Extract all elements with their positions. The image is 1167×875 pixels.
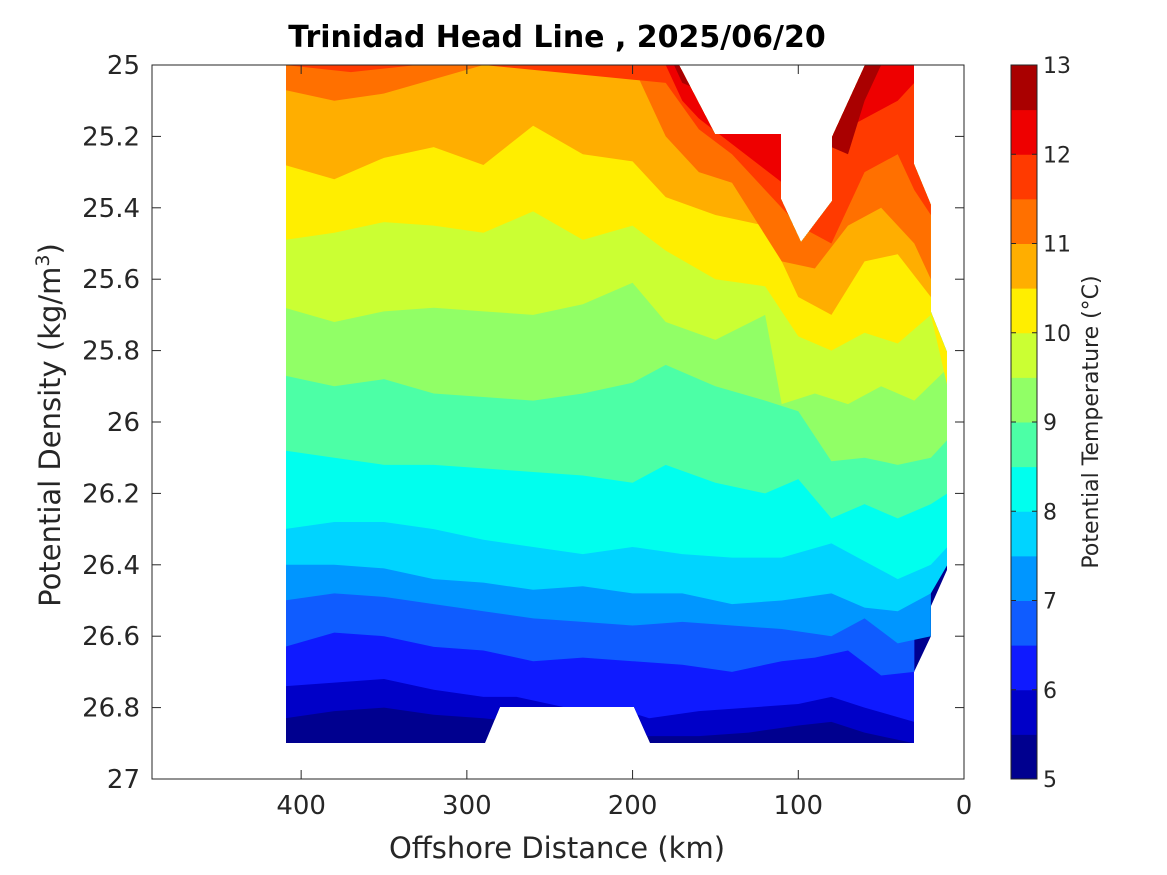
colorbar: 5 6 7 8 9 10 11 12 13 Potential Temperature (°C) [1010,54,1104,793]
y-tick-label: 25 [107,51,140,81]
colorbar-tick-label: 12 [1043,143,1071,168]
colorbar-tick-label: 7 [1043,590,1057,615]
x-tick-label: 300 [442,791,492,821]
colorbar-band [1011,689,1037,735]
colorbar-band [1011,288,1037,334]
contour-fill [286,65,947,743]
y-axis-label: Potential Density (kg/m3) [32,243,67,607]
colorbar-tick-label: 8 [1043,500,1057,525]
x-axis-ticks: 400 300 200 100 0 [276,65,972,821]
y-tick-label: 26.2 [82,479,140,509]
colorbar-tick-label: 9 [1043,411,1057,436]
x-tick-label: 100 [773,791,823,821]
chart-title: Trinidad Head Line , 2025/06/20 [288,20,825,55]
colorbar-band [1011,645,1037,691]
colorbar-band [1011,600,1037,646]
colorbar-band [1011,154,1037,200]
colorbar-tick-label: 10 [1043,322,1071,347]
y-tick-label: 25.4 [82,194,140,224]
y-axis-label-exponent: 3 [32,254,54,266]
plot-area: 400 300 200 100 0 25 25.2 25.4 25.6 25.8 26 26.2 26… [82,51,972,821]
colorbar-band [1011,511,1037,557]
y-axis-ticks: 25 25.2 25.4 25.6 25.8 26 26.2 26.4 26.6 26.8 27 [82,51,964,795]
y-axis-label-close: ) [33,243,67,254]
colorbar-tick-label: 5 [1043,768,1057,793]
y-tick-label: 26 [107,408,140,438]
colorbar-tick-label: 6 [1043,679,1057,704]
y-tick-label: 27 [107,765,140,795]
colorbar-label: Potential Temperature (°C) [1079,275,1104,568]
y-axis-label-main: Potential Density (kg/m [33,267,67,607]
colorbar-band [1011,734,1037,780]
y-tick-label: 25.8 [82,337,140,367]
colorbar-band [1011,198,1037,244]
colorbar-band [1011,555,1037,601]
x-tick-label: 200 [608,791,658,821]
colorbar-band [1011,65,1037,111]
y-tick-label: 26.8 [82,694,140,724]
colorbar-tick-label: 11 [1043,233,1071,258]
y-tick-label: 26.6 [82,622,140,652]
colorbar-bands [1011,65,1037,780]
colorbar-band [1011,109,1037,155]
y-tick-label: 26.4 [82,551,140,581]
colorbar-band [1011,332,1037,378]
y-tick-label: 25.6 [82,265,140,295]
colorbar-band [1011,377,1037,423]
x-tick-label: 400 [276,791,326,821]
colorbar-tick-label: 13 [1043,54,1071,79]
colorbar-band [1011,422,1037,468]
x-tick-label: 0 [956,791,973,821]
colorbar-band [1011,466,1037,512]
colorbar-ticks: 5 6 7 8 9 10 11 12 13 [1011,54,1071,793]
x-axis-label: Offshore Distance (km) [389,831,725,865]
colorbar-band [1011,243,1037,289]
y-tick-label: 25.2 [82,122,140,152]
